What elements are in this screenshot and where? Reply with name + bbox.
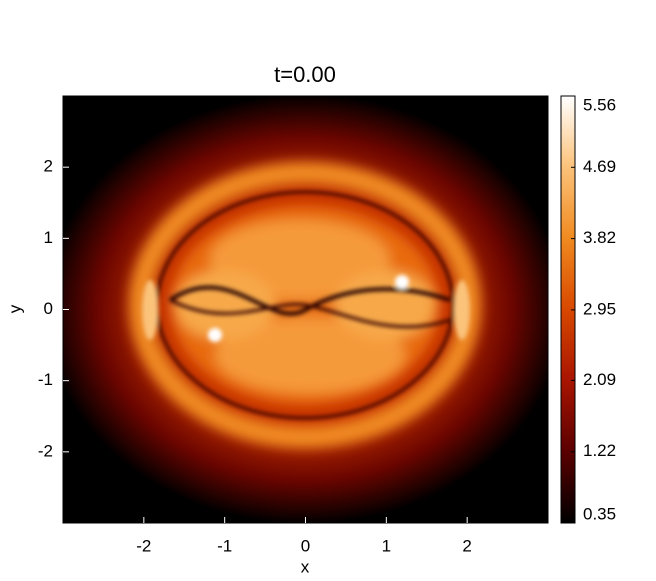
y-tick-label: 2 [44, 157, 53, 176]
x-tick-label: 0 [301, 536, 310, 555]
y-tick-label: -1 [38, 370, 53, 389]
x-tick-label: 2 [462, 536, 471, 555]
x-axis-label: x [301, 557, 310, 576]
y-tick-label: 0 [44, 299, 53, 318]
x-tick-label: -2 [136, 536, 151, 555]
x-tick-label: 1 [382, 536, 391, 555]
colorbar-tick-label: 4.69 [583, 157, 616, 176]
y-tick-label: 1 [44, 228, 53, 247]
y-axis-label: y [5, 304, 24, 313]
chart-title: t=0.00 [274, 62, 336, 87]
colorbar-tick-label: 2.09 [583, 370, 616, 389]
colorbar-tick-label: 2.95 [583, 299, 616, 318]
colorbar-tick-label: 1.22 [583, 441, 616, 460]
colorbar-tick-label: 5.56 [583, 95, 616, 114]
density-field [63, 96, 548, 523]
x-tick-label: -1 [217, 536, 232, 555]
y-tick-label: -2 [38, 441, 53, 460]
colorbar-tick-label: 0.35 [583, 504, 616, 523]
colorbar-tick-label: 3.82 [583, 228, 616, 247]
